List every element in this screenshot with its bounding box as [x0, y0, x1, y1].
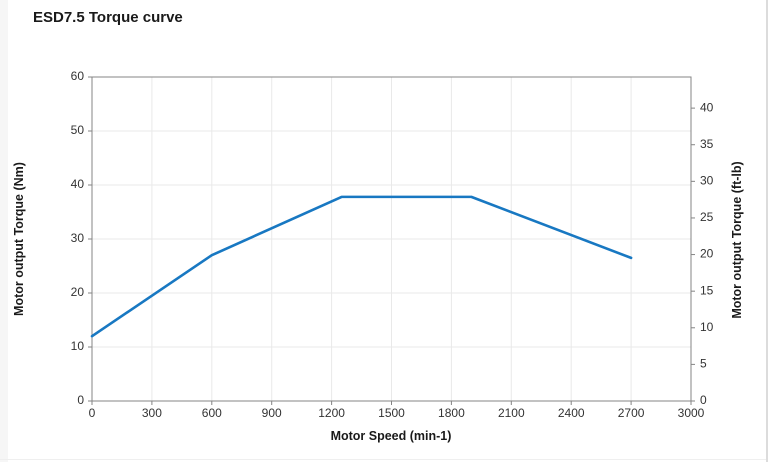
x-tick-label: 2400 — [558, 406, 585, 420]
x-tick-label: 300 — [142, 406, 162, 420]
y-left-tick-label: 30 — [71, 231, 85, 245]
y-right-tick-label: 20 — [700, 247, 714, 261]
chart-title: ESD7.5 Torque curve — [33, 9, 183, 26]
page-bottom-edge — [0, 459, 766, 460]
y-left-tick-label: 0 — [77, 393, 84, 407]
y-left-tick-label: 60 — [71, 69, 85, 83]
x-tick-label: 3000 — [678, 406, 705, 420]
page-left-edge — [0, 0, 8, 462]
y-right-tick-label: 35 — [700, 137, 714, 151]
y-right-tick-label: 30 — [700, 174, 714, 188]
x-tick-label: 1500 — [378, 406, 405, 420]
y-left-tick-label: 20 — [71, 285, 85, 299]
y-right-tick-label: 5 — [700, 357, 707, 371]
y-right-tick-label: 0 — [700, 393, 707, 407]
x-tick-label: 1800 — [438, 406, 465, 420]
y-left-tick-label: 10 — [71, 339, 85, 353]
x-tick-label: 0 — [89, 406, 96, 420]
y-left-tick-label: 40 — [71, 177, 85, 191]
y-right-tick-label: 40 — [700, 100, 714, 114]
x-tick-label: 900 — [262, 406, 282, 420]
x-tick-label: 1200 — [318, 406, 345, 420]
x-tick-label: 2700 — [618, 406, 645, 420]
x-axis-label: Motor Speed (min-1) — [330, 429, 452, 443]
y-right-tick-label: 25 — [700, 210, 714, 224]
y-right-tick-label: 10 — [700, 320, 714, 334]
x-tick-label: 600 — [202, 406, 222, 420]
x-tick-label: 2100 — [498, 406, 525, 420]
y-left-tick-label: 50 — [71, 123, 85, 137]
y-right-tick-label: 15 — [700, 283, 714, 297]
torque-curve — [90, 195, 633, 338]
